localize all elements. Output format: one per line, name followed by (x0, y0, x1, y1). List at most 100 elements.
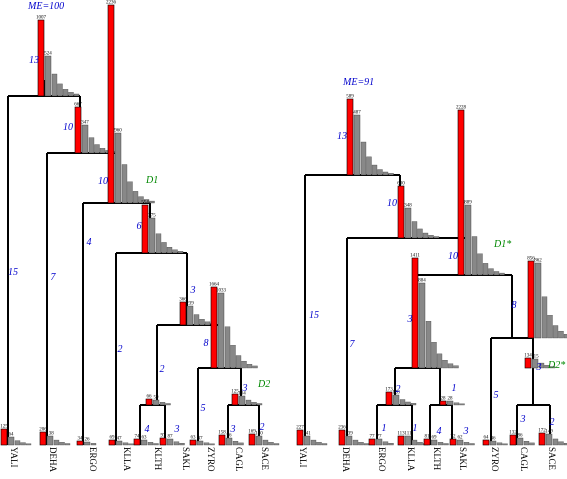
histogram-tail-bar (268, 442, 274, 446)
taxon-label: SACE (547, 447, 557, 471)
branch-support-number: 4 (145, 424, 150, 435)
histogram-tail-bar (417, 228, 423, 239)
histogram-tail-bar (64, 443, 71, 446)
histogram-tail-bar (499, 272, 505, 276)
histogram-count-primary: 34 (78, 437, 84, 442)
histogram-bar-secondary (456, 439, 464, 446)
histogram-count-secondary: 46 (491, 437, 497, 442)
histogram-count-secondary: 63 (142, 436, 148, 441)
taxon-label: CAGL (234, 447, 244, 472)
histogram-tail-bar (382, 171, 389, 176)
histogram-count-primary: 236 (338, 426, 346, 431)
histogram-tail-bar (193, 314, 200, 326)
histogram-bar-secondary (196, 440, 204, 446)
histogram-bar-primary (159, 437, 167, 446)
histogram-count-secondary: 111 (404, 432, 412, 437)
histogram-bar-secondary (152, 399, 160, 406)
histogram-count-primary: 97 (161, 434, 167, 439)
histogram-tail-bar (502, 443, 508, 446)
histogram-tail-bar (252, 365, 258, 369)
histogram-tail-bar (558, 330, 564, 339)
histogram-tail-bar (204, 321, 211, 326)
histogram-count-primary: 172 (538, 429, 546, 434)
histogram-count-primary: 125 (0, 425, 8, 430)
histogram-tail-bar (128, 443, 134, 446)
histogram-bar-secondary (115, 440, 123, 446)
node-tag: D2 (257, 379, 270, 390)
histogram-count-secondary: 69 (432, 436, 438, 441)
taxon-label: ZYRO (490, 447, 500, 472)
histogram-tail-bar (422, 232, 429, 239)
histogram-count-primary: 74 (135, 435, 141, 440)
histogram-bar-primary (189, 439, 197, 446)
histogram-tail-bar (121, 164, 128, 204)
histogram-count-secondary: 104 (238, 392, 246, 397)
histogram-tail-bar (153, 443, 159, 446)
histogram-bar-primary (482, 439, 490, 446)
histogram-count-primary: 1411 (410, 254, 420, 259)
histogram-count-primary: 667 (74, 103, 82, 108)
node-tag: D2* (547, 360, 565, 371)
histogram-count-primary: 206 (39, 428, 47, 433)
histogram-count-secondary: 47 (117, 437, 123, 442)
taxon-label: KLTH (432, 447, 442, 471)
histogram-tail-bar (62, 89, 69, 97)
histogram-tail-bar (482, 263, 489, 276)
histogram-tail-bar (155, 233, 162, 254)
histogram-tail-bar (238, 442, 244, 446)
histogram-count-primary: 134 (524, 354, 532, 359)
histogram-tail-bar (352, 439, 359, 446)
histogram-tail-bar (73, 93, 80, 97)
histogram-count-secondary: 28 (448, 397, 454, 402)
histogram-tail-bar (459, 403, 465, 406)
histogram-tail-bar (436, 353, 443, 369)
histogram-tail-bar (428, 235, 434, 239)
histogram-bar-primary (0, 428, 8, 446)
histogram-tail-bar (425, 321, 432, 369)
histogram-count-secondary: 138 (46, 432, 54, 437)
branch-support-number: 2 (160, 364, 165, 375)
histogram-count-primary: 600 (397, 182, 405, 187)
histogram-count-secondary: 884 (418, 279, 426, 284)
histogram-count-primary: 856 (527, 257, 535, 262)
histogram-tail-bar (256, 403, 263, 406)
me-label: ME=100 (27, 1, 64, 12)
histogram-bar-primary (449, 438, 457, 446)
histogram-count-secondary: 862 (534, 259, 542, 264)
histogram-tail-bar (172, 249, 178, 254)
branch-support-number: 1 (413, 423, 418, 434)
branch-support-number: 10 (63, 122, 73, 133)
histogram-tail-bar (469, 443, 475, 446)
histogram-count-primary: 554 (141, 201, 149, 206)
histogram-count-primary: 169 (248, 430, 256, 435)
histogram-tail-bar (241, 360, 247, 369)
histogram-bar-secondary (375, 438, 383, 446)
histogram-count-primary: 2228 (456, 106, 467, 111)
histogram-tail-bar (442, 360, 448, 369)
histogram-tail-bar (25, 443, 32, 446)
histogram-tail-bar (388, 443, 394, 446)
histogram-bar-primary (107, 4, 115, 204)
histogram-tail-bar (59, 442, 65, 446)
histogram-bar-secondary (225, 437, 233, 446)
histogram-count-primary: 2236 (106, 1, 117, 6)
histogram-tail-bar (94, 144, 100, 154)
histogram-tail-bar (179, 443, 185, 446)
histogram-tail-bar (53, 439, 60, 446)
histogram-count-secondary: 239 (186, 302, 194, 307)
histogram-count-primary: 173 (385, 388, 393, 393)
taxon-label: SAKL (458, 447, 468, 471)
histogram-bar-primary (411, 257, 419, 369)
histogram-count-primary: 72 (451, 435, 457, 440)
taxon-label: DEHA (341, 447, 351, 472)
histogram-bar-secondary (418, 282, 426, 369)
branch-support-number: 15 (309, 310, 319, 321)
histogram-bar-secondary (7, 436, 15, 446)
histogram-tail-bar (529, 442, 535, 446)
histogram-bar-secondary (186, 305, 194, 326)
left-tree: 1007524667347223696055437536623916641033… (0, 1, 280, 472)
histogram-count-primary: 28 (441, 397, 447, 402)
histogram-count-secondary: 889 (464, 201, 472, 206)
histogram-count-primary: 81 (425, 435, 431, 440)
histogram-tail-bar (88, 137, 95, 154)
